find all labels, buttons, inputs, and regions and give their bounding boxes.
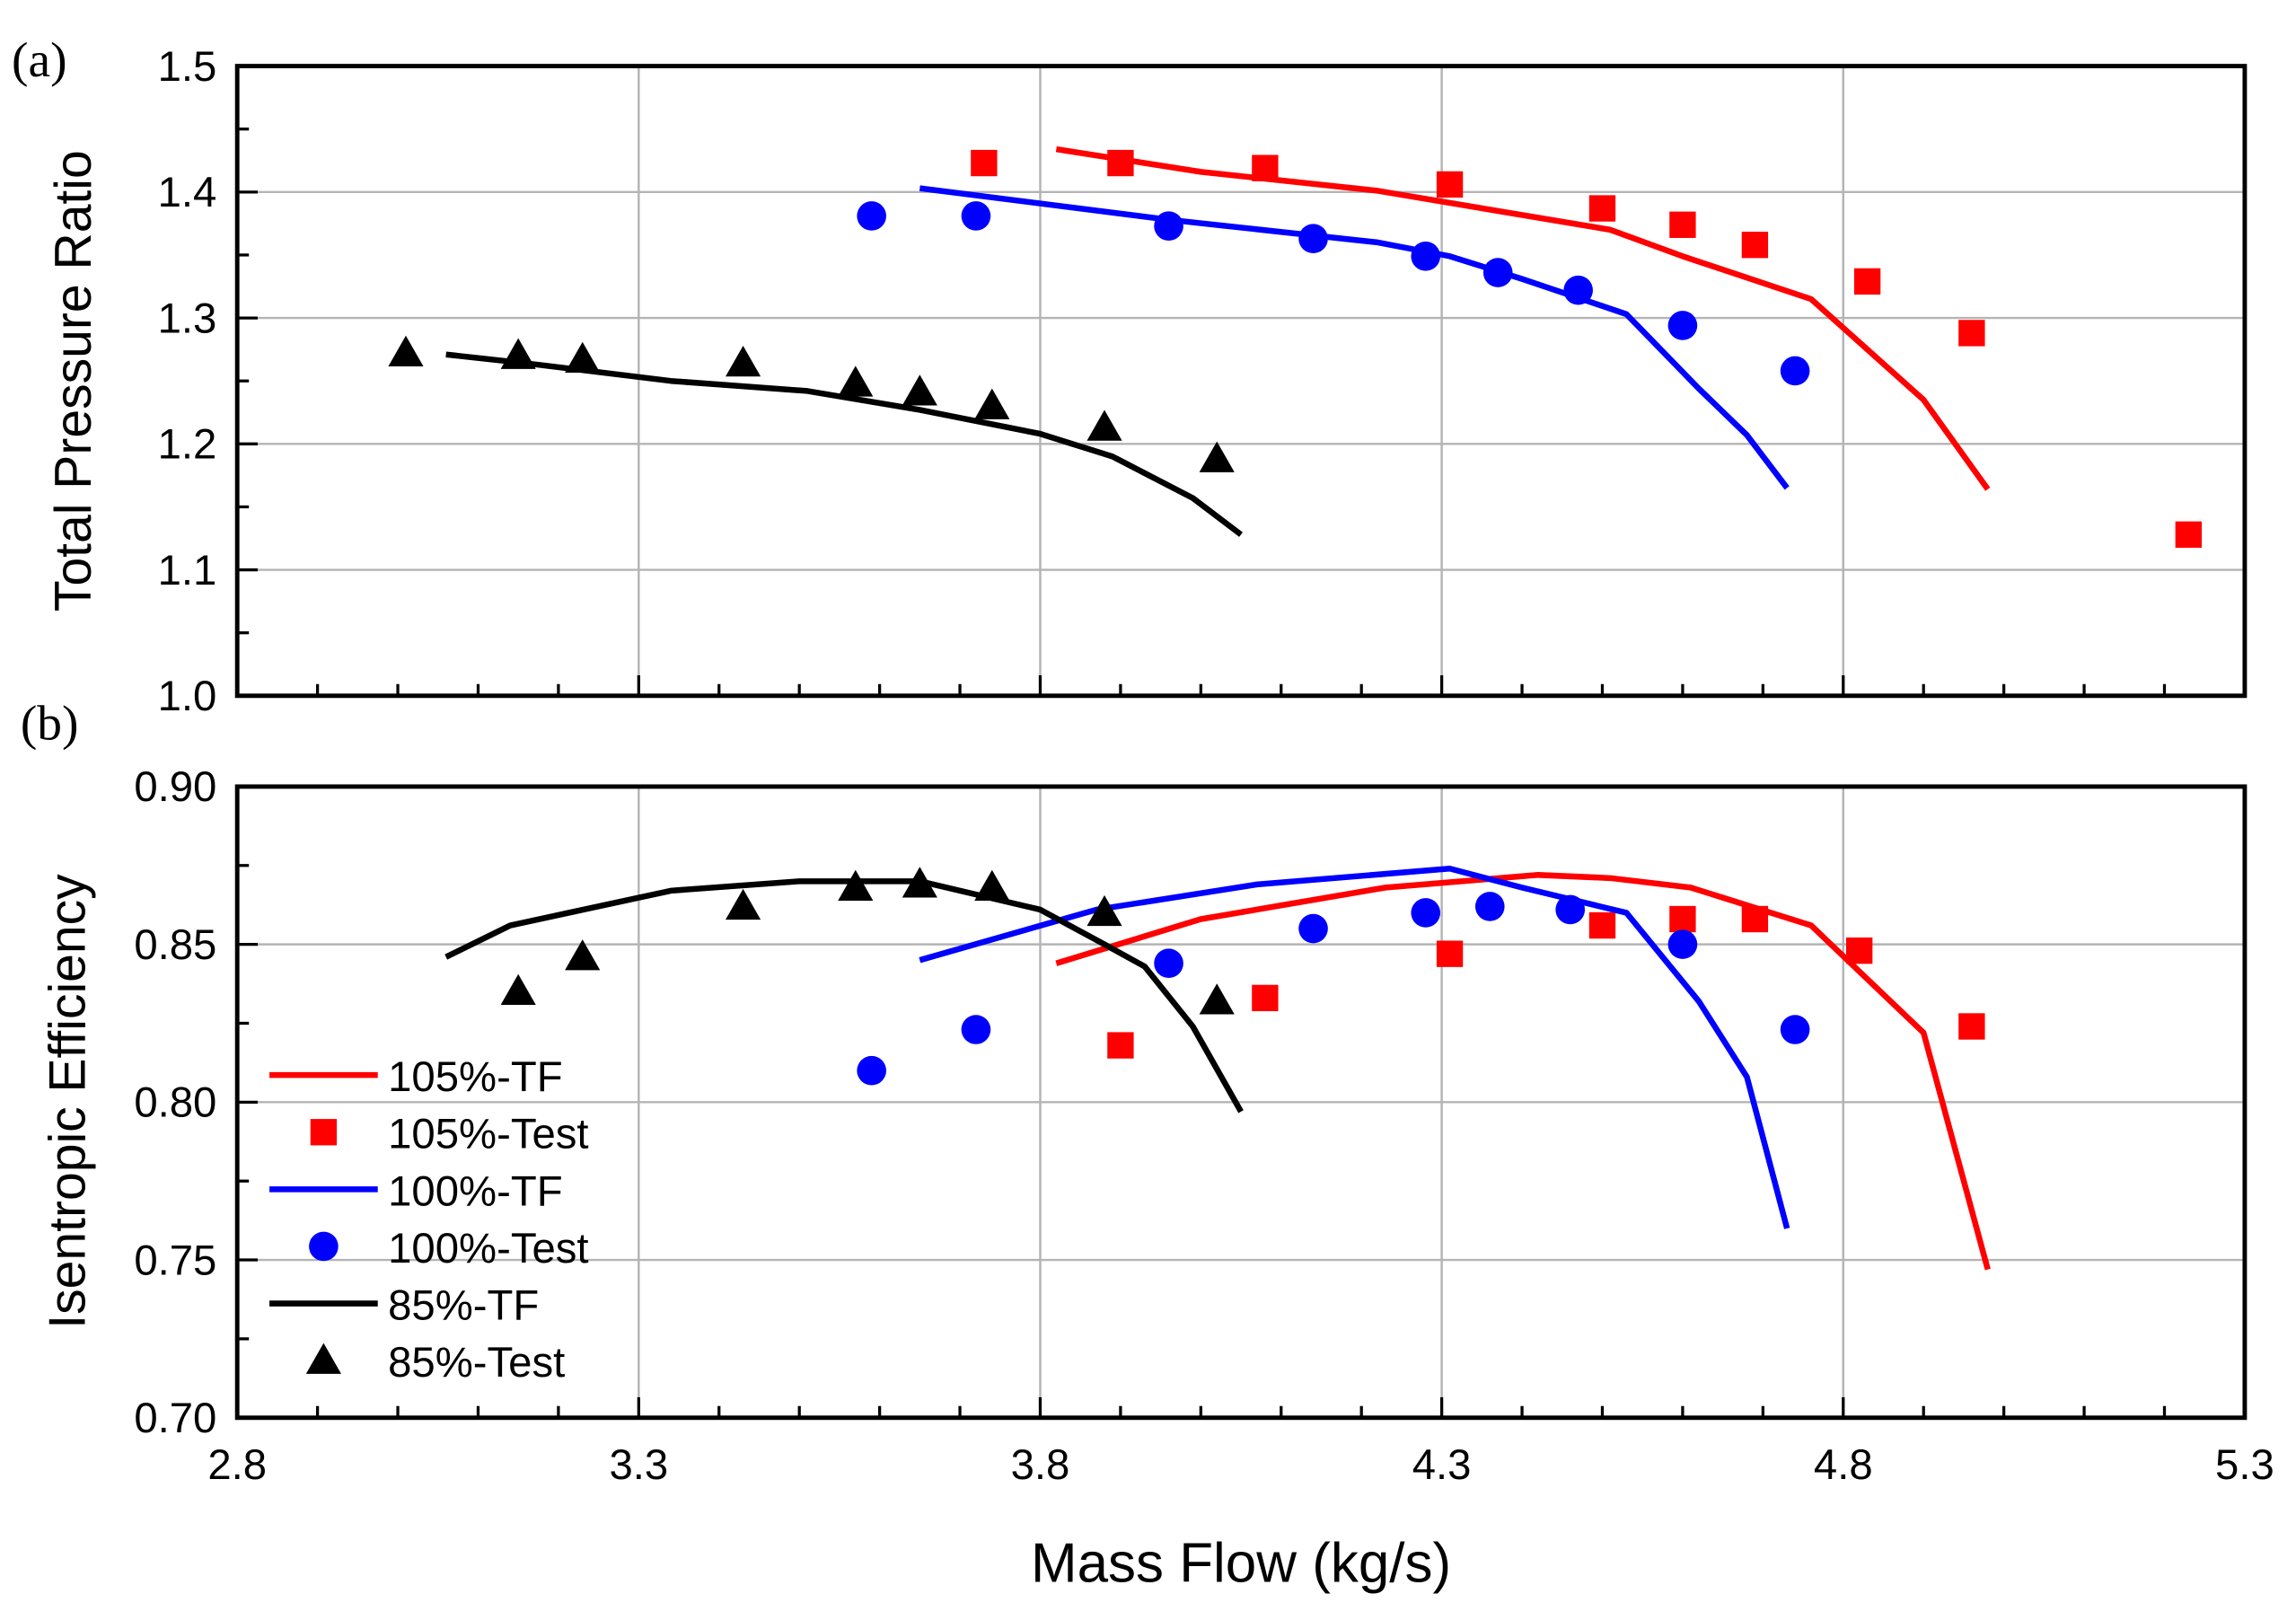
- x-tick-label: 2.8: [207, 1441, 267, 1489]
- data-point-105-test: [1588, 195, 1616, 222]
- series-line-105-tf: [1055, 872, 1991, 1271]
- panel-b: 2.8 3.3 3.8 4.3 4.8 5.3 0.70 0.75 0.80 0.85 0.90 Is…: [21, 696, 2274, 1595]
- data-point-100-test: [1555, 894, 1586, 925]
- series-line-85-tf: [444, 878, 1244, 1114]
- y-tick-label: 1.5: [158, 43, 217, 91]
- data-point-100-test: [1563, 275, 1593, 305]
- y-tick-label: 0.85: [134, 921, 216, 969]
- data-point-85-test: [838, 869, 874, 902]
- data-point-105-test: [1107, 149, 1134, 177]
- legend-label-85-test: 85%-Test: [388, 1339, 565, 1387]
- legend-marker-85-test: [305, 1343, 341, 1374]
- y-tick-label: 0.70: [134, 1395, 216, 1442]
- plot-frame: [234, 64, 2248, 699]
- x-tick-label: 5.3: [2215, 1441, 2274, 1489]
- legend-label-100-tf: 100%-TF: [388, 1167, 562, 1215]
- y-tick-label: 0.75: [134, 1237, 216, 1284]
- data-point-105-test: [1958, 1013, 1985, 1040]
- legend-label-105-tf: 105%-TF: [388, 1053, 562, 1101]
- legend: 105%-TF 105%-Test 100%-TF 100%-Test 85%-TF 85…: [269, 1053, 589, 1387]
- data-point-100-test: [1667, 311, 1698, 340]
- data-point-100-test: [961, 1015, 991, 1044]
- data-point-105-test: [1588, 911, 1616, 939]
- data-point-100-test: [1154, 211, 1183, 242]
- data-point-100-test: [1411, 242, 1441, 271]
- y-tick-label: 1.3: [158, 295, 217, 342]
- data-point-105-test: [2175, 521, 2202, 548]
- data-point-100-test: [857, 201, 886, 231]
- data-point-85-test: [838, 365, 874, 397]
- data-point-100-test: [1482, 258, 1513, 287]
- data-point-100-test: [1667, 929, 1698, 959]
- data-point-100-test: [1298, 913, 1328, 944]
- data-point-100-test: [857, 1055, 886, 1086]
- data-point-105-test: [1853, 268, 1881, 295]
- x-tick-label: 4.8: [1814, 1441, 1873, 1489]
- panel-a: 1.0 1.1 1.2 1.3 1.4 1.5 Total Pressure Ratio (a…: [12, 32, 2248, 720]
- data-point-105-test: [1252, 984, 1279, 1012]
- data-point-105-test: [1436, 171, 1464, 198]
- data-point-100-test: [1780, 1015, 1810, 1044]
- data-point-105-test: [1669, 211, 1696, 238]
- data-point-85-test: [974, 869, 1010, 902]
- legend-label-85-tf: 85%-TF: [388, 1281, 539, 1329]
- legend-marker-100-test: [309, 1231, 339, 1262]
- data-point-105-test: [1741, 905, 1769, 933]
- data-point-100-test: [1780, 356, 1810, 386]
- data-point-85-test: [500, 338, 536, 369]
- y-tick-label: 1.1: [158, 547, 217, 594]
- data-point-100-test: [1154, 948, 1183, 979]
- y-tick-label: 1.0: [158, 673, 217, 720]
- data-point-105-test: [1107, 1032, 1134, 1059]
- data-point-100-test: [1474, 892, 1505, 921]
- plot-frame: [234, 784, 2248, 1421]
- data-point-100-test: [961, 201, 991, 231]
- data-point-105-test: [1958, 320, 1985, 347]
- data-point-85-test: [902, 867, 937, 898]
- y-tick-label: 1.2: [158, 421, 217, 469]
- data-layer: [444, 866, 1991, 1271]
- panel-label: (b): [21, 696, 79, 751]
- y-tick-label: 0.80: [134, 1079, 216, 1127]
- data-point-105-test: [1741, 232, 1769, 259]
- series-line-105-tf: [1055, 145, 1991, 491]
- x-tick-label: 3.3: [609, 1441, 668, 1489]
- data-point-85-test: [902, 374, 937, 406]
- data-point-85-test: [500, 973, 536, 1006]
- data-point-85-test: [726, 888, 761, 920]
- legend-label-105-test: 105%-Test: [388, 1111, 588, 1158]
- y-tick-label: 0.90: [134, 763, 216, 811]
- data-point-105-test: [1845, 937, 1873, 964]
- x-axis-label: Mass Flow (kg/s): [1031, 1532, 1451, 1594]
- legend-label-100-test: 100%-Test: [388, 1225, 588, 1272]
- data-point-85-test: [726, 345, 761, 377]
- y-axis-label: Isentropic Efficiency: [40, 874, 97, 1329]
- data-point-100-test: [1298, 224, 1328, 254]
- data-point-85-test: [1199, 983, 1235, 1015]
- y-tick-label: 1.4: [158, 169, 217, 216]
- x-tick-label: 3.8: [1011, 1441, 1070, 1489]
- data-point-100-test: [1411, 898, 1441, 928]
- y-axis-label: Total Pressure Ratio: [45, 150, 102, 612]
- x-tick-label: 4.3: [1412, 1441, 1472, 1489]
- data-point-85-test: [1086, 894, 1122, 927]
- series-line-100-tf: [919, 866, 1790, 1229]
- data-point-85-test: [388, 335, 424, 367]
- data-point-85-test: [1086, 409, 1122, 441]
- series-line-100-tf: [919, 185, 1790, 490]
- legend-marker-105-test: [310, 1119, 338, 1146]
- data-point-105-test: [1436, 940, 1464, 967]
- panel-label: (a): [12, 32, 67, 87]
- data-point-105-test: [971, 149, 998, 177]
- data-point-85-test: [1199, 441, 1235, 472]
- data-layer: [388, 145, 2202, 548]
- data-point-85-test: [565, 341, 601, 374]
- data-point-85-test: [565, 939, 601, 971]
- data-point-105-test: [1252, 154, 1279, 181]
- data-point-85-test: [974, 388, 1010, 419]
- data-point-105-test: [1669, 905, 1696, 933]
